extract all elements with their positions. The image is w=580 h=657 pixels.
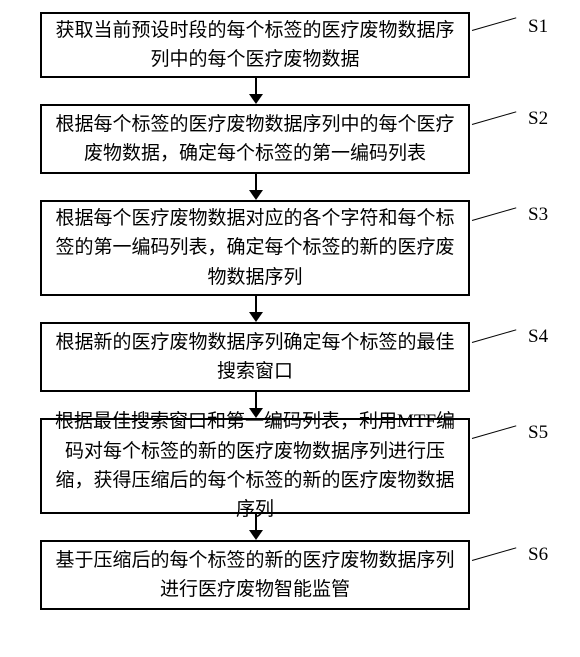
step-wrap-s5: 根据最佳搜索窗口和第一编码列表，利用MTF编码对每个标签的新的医疗废物数据序列进…	[0, 418, 580, 514]
step-box-s2: 根据每个标签的医疗废物数据序列中的每个医疗废物数据，确定每个标签的第一编码列表	[40, 104, 470, 174]
arrow-head-icon	[249, 312, 263, 322]
arrow-head-icon	[249, 94, 263, 104]
connector-line	[472, 207, 516, 221]
arrow-head-icon	[249, 530, 263, 540]
step-box-s5: 根据最佳搜索窗口和第一编码列表，利用MTF编码对每个标签的新的医疗废物数据序列进…	[40, 418, 470, 514]
step-label-s4: S4	[528, 326, 548, 348]
connector-line	[472, 547, 516, 561]
arrow-head-icon	[249, 190, 263, 200]
step-box-s6: 基于压缩后的每个标签的新的医疗废物数据序列进行医疗废物智能监管	[40, 540, 470, 610]
connector-line	[472, 17, 516, 31]
step-label-s2: S2	[528, 108, 548, 130]
step-wrap-s4: 根据新的医疗废物数据序列确定每个标签的最佳搜索窗口 S4	[0, 322, 580, 392]
step-label-s6: S6	[528, 544, 548, 566]
connector-line	[472, 425, 516, 439]
step-label-s1: S1	[528, 16, 548, 38]
connector-line	[472, 329, 516, 343]
step-box-s4: 根据新的医疗废物数据序列确定每个标签的最佳搜索窗口	[40, 322, 470, 392]
step-label-s3: S3	[528, 204, 548, 226]
flowchart-container: 获取当前预设时段的每个标签的医疗废物数据序列中的每个医疗废物数据 S1 根据每个标签…	[0, 0, 580, 610]
step-label-s5: S5	[528, 422, 548, 444]
step-wrap-s1: 获取当前预设时段的每个标签的医疗废物数据序列中的每个医疗废物数据 S1	[0, 12, 580, 78]
step-box-s1: 获取当前预设时段的每个标签的医疗废物数据序列中的每个医疗废物数据	[40, 12, 470, 78]
step-wrap-s6: 基于压缩后的每个标签的新的医疗废物数据序列进行医疗废物智能监管 S6	[0, 540, 580, 610]
step-box-s3: 根据每个医疗废物数据对应的各个字符和每个标签的第一编码列表，确定每个标签的新的医…	[40, 200, 470, 296]
step-wrap-s2: 根据每个标签的医疗废物数据序列中的每个医疗废物数据，确定每个标签的第一编码列表 S…	[0, 104, 580, 174]
connector-line	[472, 111, 516, 125]
step-wrap-s3: 根据每个医疗废物数据对应的各个字符和每个标签的第一编码列表，确定每个标签的新的医…	[0, 200, 580, 296]
